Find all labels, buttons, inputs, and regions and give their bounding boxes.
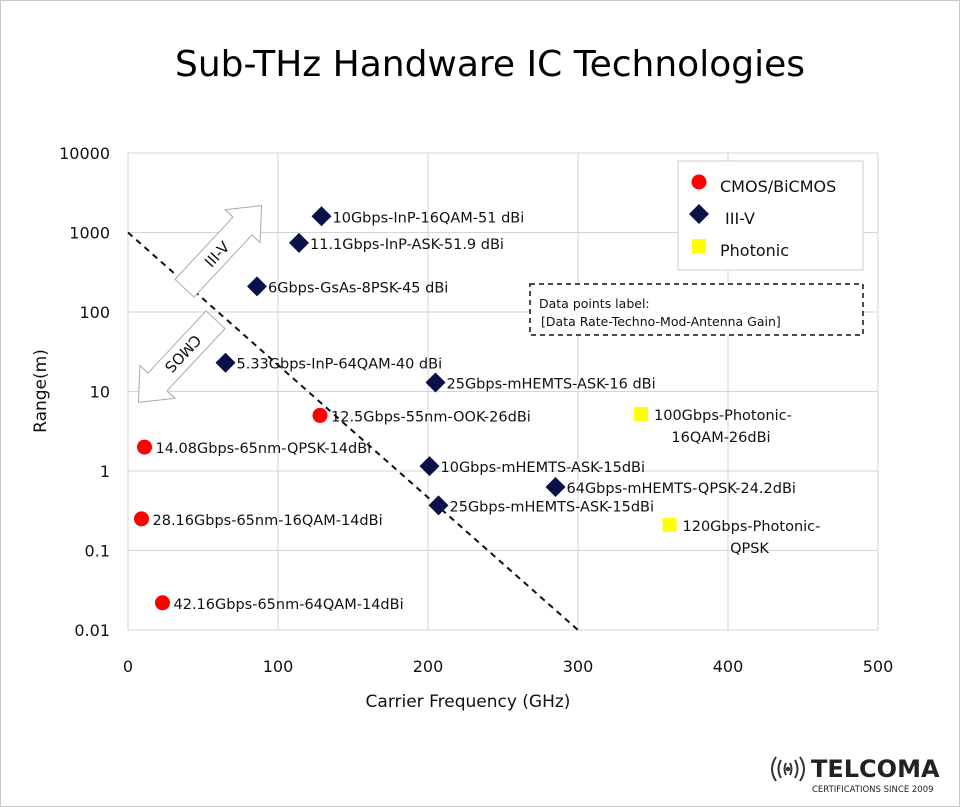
y-tick-label: 10 (90, 383, 110, 402)
data-point-diamond (419, 456, 440, 477)
data-point-diamond (289, 232, 309, 253)
note-line-1: Data points label: (539, 296, 650, 311)
data-label: 100Gbps-Photonic- (654, 408, 792, 424)
data-point-diamond (215, 352, 236, 373)
y-axis-label: Range(m) (31, 349, 51, 433)
axis-ticks: 0 100 200 300 400 500 10000 1000 100 10 1 0.1 0.01 (59, 144, 893, 676)
data-point-circle (134, 511, 149, 527)
note-line-2: [Data Rate-Techno-Mod-Antenna Gain] (541, 314, 781, 329)
data-label: 6Gbps-GsAs-8PSK-45 dBi (268, 280, 448, 296)
legend-label: III-V (725, 209, 755, 228)
data-label: QPSK (730, 541, 769, 557)
data-label: 5.33Gbps-InP-64QAM-40 dBi (237, 357, 443, 373)
data-label: 12.5Gbps-55nm-OOK-26dBi (331, 409, 531, 425)
chart-title: Sub-THz Handware IC Technologies (175, 44, 805, 85)
data-label: 10Gbps-mHEMTS-ASK-15dBi (441, 460, 646, 476)
data-label: 14.08Gbps-65nm-QPSK-14dBi (156, 441, 372, 457)
data-point-square (662, 517, 677, 532)
logo-tagline: CERTIFICATIONS SINCE 2009 (812, 785, 934, 795)
x-axis-label: Carrier Frequency (GHz) (366, 692, 571, 712)
data-point-square (634, 407, 648, 422)
x-tick-label: 0 (123, 657, 133, 676)
boundary-line (127, 231, 579, 631)
data-points: 12.5Gbps-55nm-OOK-26dBi 14.08Gbps-65nm-QP… (134, 206, 820, 613)
data-label: 11.1Gbps-InP-ASK-51.9 dBi (310, 237, 504, 253)
y-tick-label: 10000 (59, 144, 110, 163)
x-tick-label: 300 (563, 657, 594, 676)
data-point-diamond (425, 372, 446, 393)
y-tick-label: 1 (100, 462, 110, 481)
data-label: 42.16Gbps-65nm-64QAM-14dBi (174, 597, 404, 613)
y-tick-label: 100 (79, 303, 110, 322)
data-label: 10Gbps-InP-16QAM-51 dBi (333, 210, 525, 226)
legend-label: Photonic (720, 241, 789, 260)
data-point-circle (312, 407, 328, 423)
arrow-cmos: CMOS (137, 310, 226, 403)
data-point-diamond (428, 495, 449, 516)
data-point-circle (155, 595, 170, 611)
x-tick-label: 100 (263, 657, 294, 676)
legend-marker-square (692, 239, 706, 253)
x-tick-label: 400 (713, 657, 744, 676)
data-label: 25Gbps-mHEMTS-ASK-16 dBi (447, 376, 656, 392)
telcoma-logo: TELCOMA CERTIFICATIONS SINCE 2009 (771, 755, 940, 795)
legend: CMOS/BiCMOS III-V Photonic (677, 160, 864, 271)
x-tick-label: 200 (413, 657, 444, 676)
y-tick-label: 1000 (69, 224, 110, 243)
data-label: 25Gbps-mHEMTS-ASK-15dBi (450, 499, 655, 515)
data-point-circle (137, 439, 152, 455)
data-label: 64Gbps-mHEMTS-QPSK-24.2dBi (567, 481, 796, 497)
x-tick-label: 500 (863, 657, 894, 676)
y-tick-label: 0.01 (74, 621, 110, 640)
data-label: 120Gbps-Photonic- (683, 519, 821, 535)
y-tick-label: 0.1 (85, 542, 110, 561)
legend-label: CMOS/BiCMOS (720, 177, 836, 196)
data-label: 16QAM-26dBi (671, 430, 770, 446)
data-point-diamond (545, 476, 566, 497)
note-box: Data points label: [Data Rate-Techno-Mod… (529, 283, 864, 336)
data-label: 28.16Gbps-65nm-16QAM-14dBi (153, 513, 383, 529)
logo-name: TELCOMA (811, 755, 940, 783)
data-point-diamond (247, 276, 267, 297)
data-point-diamond (311, 206, 332, 227)
legend-marker-diamond (689, 204, 709, 224)
legend-marker-circle (691, 174, 707, 190)
